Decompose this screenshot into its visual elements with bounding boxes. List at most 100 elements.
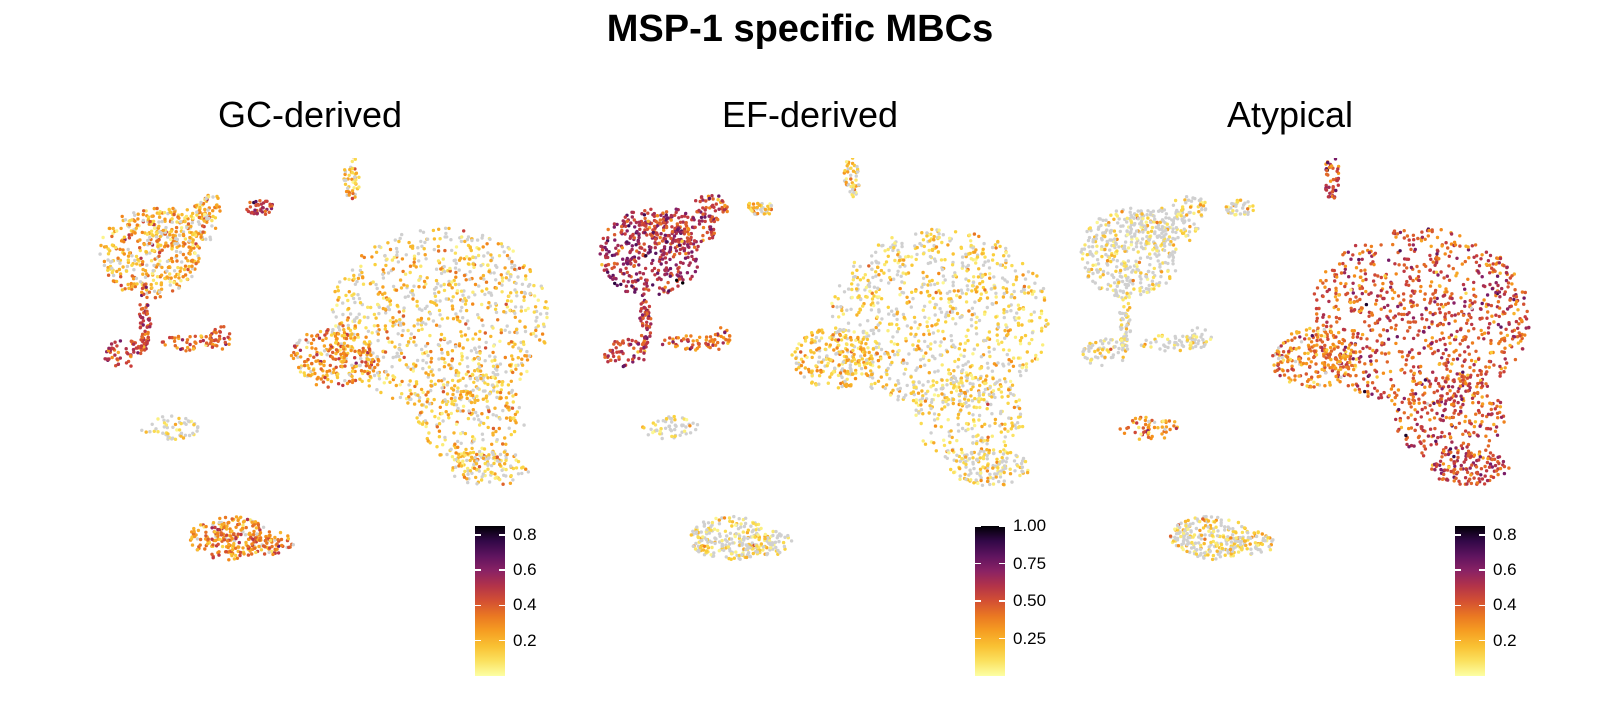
cell-point bbox=[722, 208, 727, 212]
cell-point bbox=[912, 383, 916, 387]
cell-point bbox=[846, 167, 850, 171]
cell-point bbox=[674, 263, 678, 267]
cell-point bbox=[522, 342, 526, 347]
cell-point bbox=[1015, 421, 1020, 425]
cell-point bbox=[1024, 362, 1029, 366]
cell-point bbox=[993, 421, 997, 425]
cell-point bbox=[134, 254, 139, 259]
cell-point bbox=[482, 447, 487, 451]
cell-point bbox=[940, 378, 944, 382]
cell-point bbox=[710, 545, 714, 550]
cell-point bbox=[869, 354, 873, 358]
cell-point bbox=[629, 261, 633, 265]
cell-point bbox=[138, 280, 143, 284]
cell-point bbox=[663, 426, 668, 430]
cell-point bbox=[615, 222, 619, 227]
cell-point bbox=[978, 296, 983, 301]
cell-point bbox=[931, 331, 936, 335]
cell-point bbox=[949, 429, 953, 433]
cell-point bbox=[106, 247, 110, 251]
cell-point bbox=[1014, 278, 1018, 282]
cell-point bbox=[429, 370, 433, 374]
cell-point bbox=[174, 230, 178, 234]
cell-point bbox=[871, 360, 875, 364]
cell-point bbox=[524, 277, 528, 281]
cell-point bbox=[204, 237, 208, 241]
cell-point bbox=[635, 229, 639, 234]
cell-point bbox=[657, 292, 661, 296]
cell-point bbox=[852, 190, 856, 195]
cell-point bbox=[383, 350, 388, 354]
cell-point bbox=[886, 254, 890, 258]
cell-point bbox=[922, 282, 926, 286]
cell-point bbox=[175, 259, 179, 263]
cell-point bbox=[130, 284, 134, 289]
cell-point bbox=[239, 532, 243, 537]
cell-point bbox=[1030, 292, 1035, 296]
cell-point bbox=[376, 324, 380, 328]
cell-point bbox=[663, 338, 667, 342]
cell-point bbox=[504, 467, 508, 472]
cell-point bbox=[921, 270, 925, 275]
cell-point bbox=[877, 365, 881, 369]
cell-point bbox=[489, 293, 494, 297]
cell-point bbox=[851, 348, 855, 353]
cell-point bbox=[1014, 399, 1018, 404]
cell-point bbox=[195, 210, 199, 214]
cell-point bbox=[134, 226, 138, 230]
cell-point bbox=[964, 277, 968, 281]
cell-point bbox=[528, 269, 533, 274]
cell-point bbox=[990, 412, 994, 416]
cell-point bbox=[988, 386, 992, 390]
cell-point bbox=[900, 241, 904, 246]
cell-point bbox=[984, 378, 988, 382]
cell-point bbox=[504, 442, 508, 446]
cell-point bbox=[169, 229, 174, 233]
cell-point bbox=[376, 338, 380, 343]
cell-point bbox=[472, 357, 477, 361]
cell-point bbox=[188, 342, 192, 347]
cell-point bbox=[179, 279, 183, 283]
cell-point bbox=[853, 274, 857, 279]
cell-point bbox=[967, 233, 972, 237]
cell-point bbox=[938, 291, 943, 295]
cell-point bbox=[351, 191, 355, 196]
cell-point bbox=[218, 330, 222, 334]
cell-point bbox=[500, 468, 504, 472]
cell-point bbox=[226, 539, 230, 543]
cell-point bbox=[198, 537, 203, 542]
cell-point bbox=[519, 309, 523, 313]
cell-point bbox=[606, 227, 610, 232]
cell-point bbox=[302, 363, 307, 368]
cell-point bbox=[510, 388, 514, 393]
cell-point bbox=[865, 295, 869, 299]
cell-point bbox=[174, 249, 179, 254]
cell-point bbox=[849, 338, 853, 342]
cell-point bbox=[477, 418, 481, 422]
cell-point bbox=[940, 392, 944, 396]
cell-point bbox=[441, 390, 446, 394]
cell-point bbox=[144, 209, 148, 213]
cell-point bbox=[473, 282, 478, 287]
cell-point bbox=[303, 360, 307, 364]
cell-point bbox=[457, 282, 461, 287]
cell-point bbox=[166, 265, 171, 270]
cell-point bbox=[334, 365, 338, 369]
cell-point bbox=[409, 392, 413, 396]
cell-point bbox=[1007, 254, 1011, 258]
cell-point bbox=[168, 283, 172, 287]
cell-point bbox=[124, 361, 129, 365]
cell-point bbox=[675, 278, 679, 282]
cell-point bbox=[967, 279, 971, 283]
cell-point bbox=[625, 240, 629, 244]
cell-point bbox=[149, 259, 154, 263]
cell-point bbox=[146, 317, 151, 321]
cell-point bbox=[716, 340, 720, 345]
cell-point bbox=[664, 213, 668, 217]
cell-point bbox=[410, 244, 415, 248]
cell-point bbox=[98, 252, 102, 256]
cell-point bbox=[707, 196, 712, 201]
cell-point bbox=[874, 325, 878, 330]
cell-point bbox=[540, 332, 545, 336]
cell-point bbox=[889, 340, 893, 344]
